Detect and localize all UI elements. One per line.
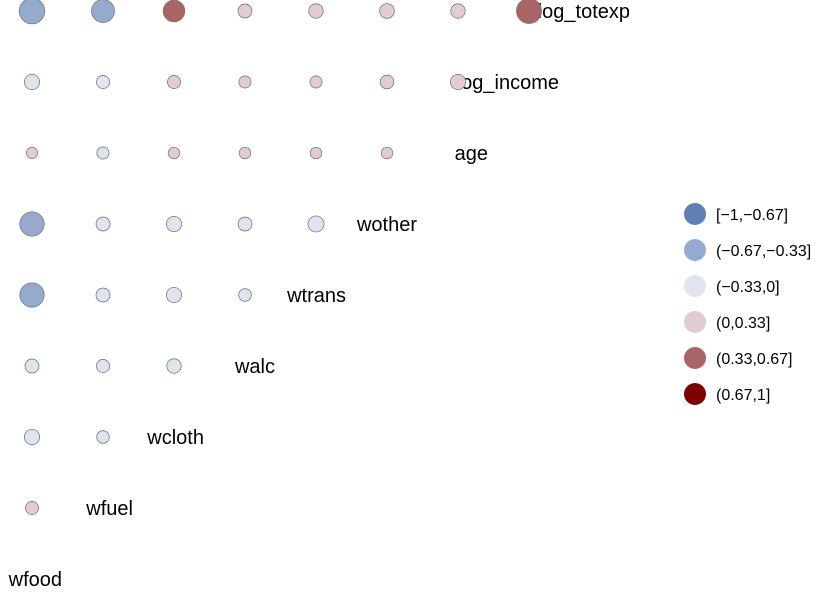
dot-wother-wcloth — [165, 215, 182, 232]
dot-age-walc — [238, 146, 252, 160]
dot-log-totexp-wcloth — [162, 0, 186, 23]
dot-wother-wfuel — [95, 216, 111, 232]
dot-wtrans-wfood — [19, 282, 45, 308]
legend-label-2: (−0.33,0] — [716, 279, 780, 296]
dot-log-income-wtrans — [309, 75, 323, 89]
label-wfuel: wfuel — [85, 498, 133, 520]
dot-wcloth-wfood — [23, 428, 40, 445]
legend: [−1,−0.67] (−0.67,−0.33] (−0.33,0] (0,0.33]… — [684, 203, 811, 405]
label-log-income: log_income — [457, 72, 559, 94]
dot-log-income-age — [449, 74, 466, 91]
dot-wother-walc — [237, 216, 253, 232]
correlation-dots — [18, 0, 542, 515]
dot-log-totexp-wtrans — [308, 3, 324, 19]
legend-swatch-2 — [684, 275, 706, 297]
dot-walc-wcloth — [166, 358, 182, 374]
legend-label-0: [−1,−0.67] — [716, 207, 788, 224]
legend-label-3: (0,0.33] — [716, 315, 770, 332]
dot-log-totexp-walc — [237, 3, 253, 19]
label-wother: wother — [356, 214, 417, 236]
dot-log-income-wother — [379, 74, 395, 90]
legend-swatch-0 — [684, 203, 706, 225]
dot-wother-wtrans — [307, 215, 325, 233]
dot-log-income-walc — [238, 75, 252, 89]
dot-wtrans-wfuel — [95, 287, 111, 303]
dot-log-income-wfuel — [96, 75, 110, 89]
dot-wother-wfood — [19, 211, 45, 237]
dot-wcloth-wfuel — [96, 430, 110, 444]
dot-age-wother — [380, 146, 394, 160]
label-wtrans: wtrans — [286, 285, 346, 307]
dot-wtrans-walc — [238, 288, 252, 302]
label-age: age — [455, 143, 488, 165]
legend-label-1: (−0.67,−0.33] — [716, 243, 811, 260]
dot-log-income-wcloth — [167, 75, 181, 89]
label-wfood: wfood — [8, 569, 62, 591]
label-log-totexp: log_totexp — [538, 1, 630, 23]
dot-age-wfood — [25, 146, 39, 160]
dot-wtrans-wcloth — [165, 286, 182, 303]
dot-age-wfuel — [96, 146, 110, 160]
dot-log-totexp-wfuel — [91, 0, 115, 23]
variable-labels: wfood wfuel wcloth walc wtrans wother age log_i… — [8, 1, 630, 591]
dot-log-totexp-wfood — [18, 0, 46, 25]
legend-label-5: (0.67,1] — [716, 387, 770, 404]
dot-log-totexp-age — [450, 3, 466, 19]
legend-swatch-1 — [684, 239, 706, 261]
legend-label-4: (0.33,0.67] — [716, 351, 793, 368]
legend-swatch-3 — [684, 311, 706, 333]
dot-wfuel-wfood — [25, 501, 39, 515]
dot-log-totexp-log-income — [516, 0, 542, 24]
dot-age-wtrans — [309, 146, 323, 160]
label-wcloth: wcloth — [146, 427, 204, 449]
dot-log-totexp-wother — [379, 3, 395, 19]
legend-swatch-5 — [684, 383, 706, 405]
dot-walc-wfuel — [96, 359, 110, 373]
dot-age-wcloth — [167, 146, 181, 160]
label-walc: walc — [234, 356, 275, 378]
dot-log-income-wfood — [23, 74, 40, 91]
legend-swatch-4 — [684, 347, 706, 369]
dot-walc-wfood — [24, 358, 40, 374]
